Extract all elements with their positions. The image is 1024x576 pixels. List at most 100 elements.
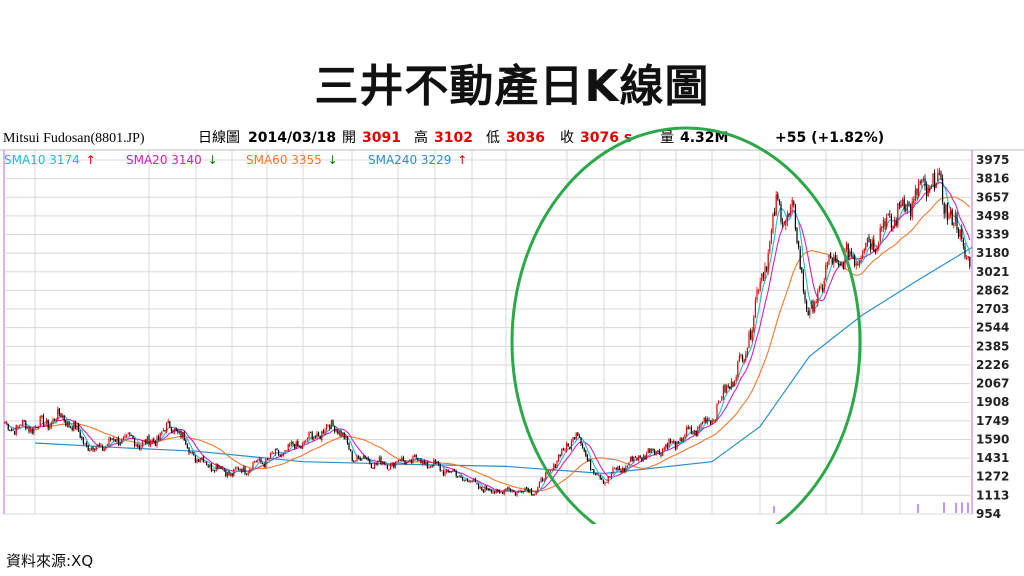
candle-body — [502, 492, 504, 494]
legend-sma240-arrow: ↑ — [457, 153, 467, 167]
candle-body — [214, 470, 216, 472]
candle-body — [140, 446, 142, 449]
candle-body — [170, 427, 172, 432]
y-tick-label: 3975 — [976, 153, 1009, 167]
candle-body — [188, 447, 190, 453]
candle-body — [833, 256, 835, 264]
candle-body — [470, 481, 472, 483]
candle-body — [516, 492, 518, 496]
candle-body — [366, 458, 368, 460]
candle-body — [127, 433, 129, 435]
candle-body — [310, 432, 312, 433]
candle-body — [418, 460, 420, 462]
header-close: 3076 s — [580, 130, 632, 146]
candle-body — [574, 437, 576, 440]
candle-body — [650, 449, 652, 453]
candle-body — [49, 425, 51, 430]
candle-body — [431, 466, 433, 467]
candle-body — [543, 479, 545, 481]
candle-body — [466, 479, 468, 481]
candle-body — [30, 428, 32, 432]
legend-sma240: SMA240 3229 — [368, 153, 451, 167]
candle-body — [55, 419, 57, 422]
candle-body — [793, 201, 795, 205]
candle-body — [78, 423, 80, 432]
candle-body — [969, 256, 971, 267]
candle-body — [281, 454, 283, 457]
candle-body — [954, 212, 956, 222]
candle-body — [226, 472, 228, 477]
candle-body — [583, 447, 585, 452]
candle-body — [31, 429, 33, 434]
candle-body — [522, 491, 524, 493]
y-tick-label: 2067 — [976, 377, 1009, 391]
candle-body — [537, 487, 539, 493]
candle-body — [540, 478, 542, 482]
candle-body — [167, 421, 169, 424]
candle-body — [535, 492, 537, 495]
candle-body — [455, 471, 457, 477]
candle-body — [865, 243, 867, 251]
candle-body — [692, 432, 694, 435]
candle-body — [380, 457, 382, 464]
candle-body — [193, 453, 195, 456]
candle-body — [796, 227, 798, 243]
candle-body — [762, 273, 764, 278]
candle-body — [951, 210, 953, 225]
candle-body — [28, 427, 30, 432]
candle-body — [506, 488, 508, 491]
candle-body — [138, 445, 140, 449]
candle-body — [132, 435, 134, 439]
candle-body — [50, 423, 52, 427]
candle-body — [146, 436, 148, 444]
candle-body — [879, 227, 881, 242]
candle-body — [297, 440, 299, 447]
candle-body — [694, 430, 696, 435]
candle-body — [206, 462, 208, 466]
y-tick-label: 2703 — [976, 302, 1009, 316]
candle-body — [460, 476, 462, 479]
candle-body — [39, 416, 41, 427]
candle-body — [564, 449, 566, 451]
highlight-circle — [510, 126, 862, 524]
candle-body — [706, 418, 708, 423]
candle-body — [551, 469, 553, 471]
candle-body — [700, 422, 702, 428]
candle-body — [414, 455, 416, 457]
candle-body — [321, 431, 323, 441]
candle-body — [614, 468, 616, 469]
candle-body — [209, 464, 211, 467]
candle-body — [849, 251, 851, 257]
header-high: 3102 — [434, 130, 473, 146]
candle-body — [438, 462, 440, 465]
candle-body — [567, 443, 569, 447]
candle-body — [695, 431, 697, 436]
candle-body — [790, 207, 792, 215]
candle-body — [673, 441, 675, 443]
candle-body — [121, 439, 123, 444]
sma60-path — [4, 196, 971, 492]
candle-body — [697, 427, 699, 437]
y-tick-label: 1908 — [976, 395, 1009, 409]
candle-body — [758, 290, 760, 291]
candle-body — [178, 430, 180, 434]
candle-body — [538, 481, 540, 488]
candle-body — [406, 462, 408, 464]
candle-body — [834, 255, 836, 261]
candle-body — [423, 460, 425, 464]
candle-body — [329, 425, 331, 429]
candle-body — [876, 247, 878, 252]
candle-body — [465, 479, 467, 481]
header-volume-label: 量 — [660, 130, 674, 146]
candle-body — [770, 230, 772, 242]
candle-body — [314, 436, 316, 438]
candle-body — [359, 457, 361, 461]
candle-body — [812, 301, 814, 312]
candle-body — [302, 443, 304, 450]
candle-body — [430, 466, 432, 468]
header-date: 2014/03/18 — [248, 130, 336, 146]
candle-body — [594, 473, 596, 475]
candle-body — [932, 173, 934, 187]
candle-body — [105, 446, 107, 449]
candle-body — [252, 462, 254, 469]
